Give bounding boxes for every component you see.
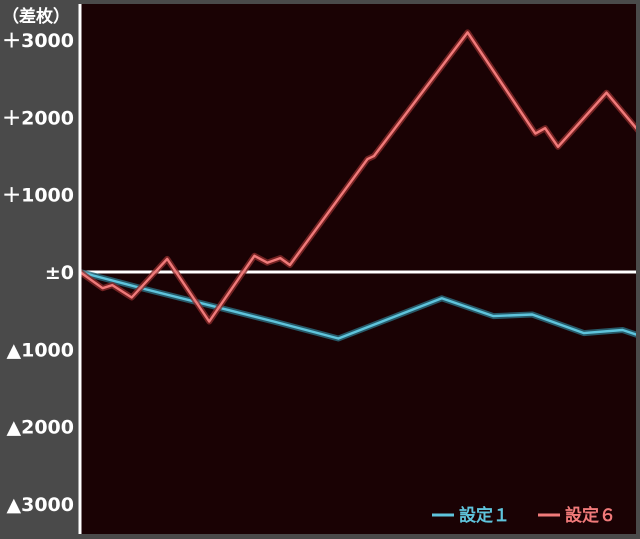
y-tick-label-4: ▲1000: [7, 339, 75, 361]
unit-label: （差枚）: [2, 6, 70, 27]
series-line-1: [80, 31, 636, 323]
legend-label-0: 設定１: [459, 505, 510, 526]
y-tick-labels: ＋3000 ＋2000 ＋1000 ±0 ▲1000 ▲2000 ▲3000: [2, 30, 74, 516]
legend-label-1: 設定６: [565, 505, 616, 526]
plot-background: [80, 4, 636, 534]
y-tick-label-1: ＋2000: [2, 107, 74, 129]
y-tick-label-0: ＋3000: [2, 30, 74, 52]
y-tick-label-3: ±0: [45, 262, 74, 284]
y-tick-label-2: ＋1000: [2, 185, 74, 207]
series-layer: [80, 29, 636, 342]
y-tick-label-5: ▲2000: [7, 417, 75, 439]
y-tick-label-6: ▲3000: [7, 494, 75, 516]
legend: 設定１ 設定６: [432, 505, 616, 526]
